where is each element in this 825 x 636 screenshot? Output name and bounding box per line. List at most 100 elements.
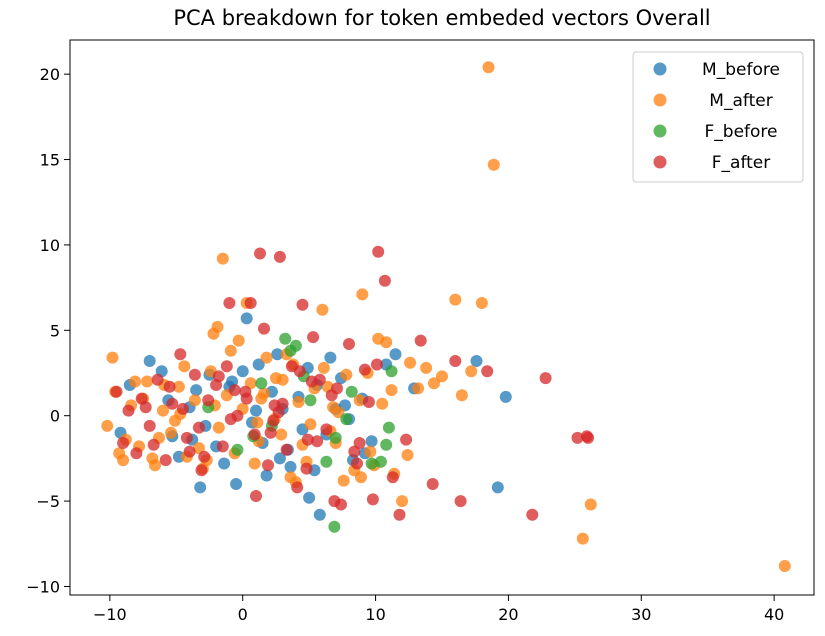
point-F_after-21 [254, 247, 266, 260]
y-tick-label-2: 0 [50, 407, 60, 426]
point-M_before-16 [324, 351, 337, 364]
point-F_before-14 [320, 455, 333, 468]
point-M_before-11 [271, 348, 284, 361]
point-F_after-30 [301, 433, 314, 446]
point-M_after-59 [192, 442, 205, 455]
point-F_after-8 [166, 397, 179, 410]
point-F_after-40 [372, 245, 385, 258]
point-F_before-5 [365, 457, 378, 470]
point-F_after-81 [353, 437, 366, 449]
point-F_after-80 [305, 375, 318, 388]
point-M_after-30 [340, 368, 353, 381]
point-F_after-60 [240, 392, 253, 405]
point-M_after-18 [244, 377, 257, 390]
point-F_after-33 [320, 423, 333, 436]
point-F_after-5 [143, 419, 156, 432]
point-F_after-79 [267, 414, 280, 427]
point-M_before-26 [499, 390, 512, 403]
point-F_after-12 [195, 464, 208, 477]
point-M_before-30 [190, 384, 203, 397]
chart-title: PCA breakdown for token embeded vectors … [173, 6, 710, 30]
point-M_before-10 [260, 469, 273, 482]
point-M_before-47 [273, 452, 286, 465]
point-F_after-55 [147, 438, 160, 451]
legend-label-F_before: F_before [705, 122, 778, 142]
point-M_after-45 [465, 365, 478, 378]
point-F_before-7 [380, 438, 393, 451]
point-F_after-70 [192, 421, 205, 434]
point-F_after-7 [159, 454, 172, 467]
point-F_after-13 [202, 394, 215, 407]
point-M_after-77 [317, 361, 330, 374]
point-F_after-61 [262, 459, 274, 472]
legend: M_before M_after F_before F_after [632, 51, 804, 183]
point-F_after-25 [273, 250, 286, 263]
point-M_after-91 [255, 392, 268, 405]
point-M_after-81 [129, 375, 142, 388]
point-F_before-2 [289, 339, 302, 352]
point-M_after-70 [353, 394, 366, 407]
point-F_after-59 [224, 413, 237, 426]
legend-marker-F_before [653, 124, 667, 138]
point-M_before-24 [470, 355, 483, 367]
point-M_after-39 [412, 382, 425, 395]
point-F_after-51 [539, 372, 552, 385]
point-F_after-20 [250, 490, 262, 502]
point-F_after-50 [526, 508, 539, 521]
point-M_after-67 [304, 418, 317, 431]
point-M_after-62 [232, 334, 245, 347]
point-F_after-46 [426, 478, 439, 490]
point-M_after-27 [316, 303, 329, 316]
point-M_after-65 [275, 428, 288, 441]
legend-box [632, 51, 804, 183]
point-F_after-31 [307, 331, 320, 344]
point-M_after-37 [396, 495, 409, 508]
point-F_after-39 [366, 493, 379, 506]
point-M_after-90 [207, 327, 220, 340]
point-M_after-32 [356, 288, 369, 301]
legend-label-M_after: M_after [709, 91, 772, 111]
x-tick-label-4: 30 [631, 605, 651, 624]
point-M_after-61 [216, 252, 229, 265]
point-F_before-4 [329, 431, 342, 444]
point-M_after-41 [428, 377, 440, 390]
point-M_after-0 [101, 419, 114, 432]
point-M_before-6 [218, 457, 231, 470]
legend-label-F_after: F_after [712, 153, 771, 173]
point-M_after-9 [172, 380, 185, 393]
point-M_before-8 [240, 312, 253, 325]
point-M_after-58 [178, 360, 191, 373]
point-F_after-75 [325, 389, 338, 402]
point-M_before-15 [313, 508, 326, 521]
point-F_after-38 [358, 363, 371, 376]
y-tick-label-4: 10 [40, 236, 60, 255]
point-M_after-20 [260, 351, 273, 364]
point-M_before-1 [143, 355, 156, 367]
y-tick-label-3: 5 [50, 321, 60, 340]
point-F_after-2 [122, 404, 135, 417]
point-F_before-10 [231, 443, 244, 456]
y-tick-label-5: 15 [40, 151, 60, 170]
point-F_after-1 [117, 437, 130, 449]
point-F_after-67 [362, 396, 375, 408]
point-M_after-52 [106, 351, 119, 364]
point-M_before-7 [230, 478, 243, 490]
x-tick-label-5: 40 [764, 605, 784, 624]
point-M_before-4 [194, 481, 207, 494]
x-axis: −10 0 10 20 30 40 [93, 595, 784, 624]
point-M_before-20 [365, 435, 378, 448]
point-F_after-23 [264, 426, 277, 439]
point-F_after-78 [228, 384, 241, 397]
point-F_after-22 [258, 322, 270, 335]
point-M_after-46 [475, 297, 488, 309]
point-F_after-66 [348, 445, 361, 458]
point-F_after-45 [414, 334, 427, 347]
point-F_after-10 [180, 431, 193, 444]
point-M_before-22 [389, 348, 402, 361]
point-M_after-38 [404, 356, 417, 369]
point-M_after-48 [487, 158, 500, 171]
point-M_after-69 [337, 474, 350, 487]
point-F_after-48 [454, 495, 467, 508]
legend-marker-M_before [653, 62, 667, 76]
point-M_after-72 [385, 384, 398, 397]
